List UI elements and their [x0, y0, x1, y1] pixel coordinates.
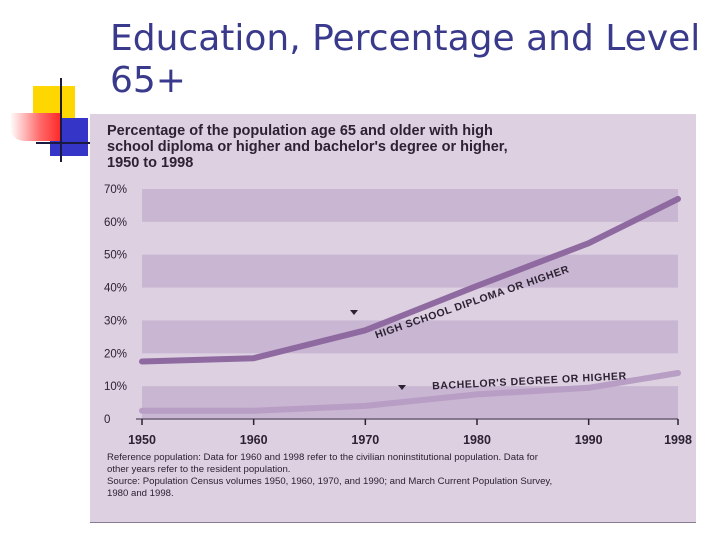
- chart-title-line-3: 1950 to 1998: [107, 155, 194, 171]
- footnote-line-3: Source: Population Census volumes 1950, …: [107, 476, 553, 487]
- chart-panel: Percentage of the population age 65 and …: [90, 114, 696, 523]
- chart-title-line-1: Percentage of the population age 65 and …: [107, 123, 493, 139]
- y-tick-label: 20%: [104, 348, 127, 360]
- decorative-red-swoosh: [10, 113, 60, 141]
- footnote-line-2: other years refer to the resident popula…: [107, 464, 291, 475]
- chart-footnote: Reference population: Data for 1960 and …: [107, 452, 677, 500]
- y-tick-label: 0: [104, 414, 110, 426]
- footnote-line-4: 1980 and 1998.: [107, 488, 174, 499]
- slide-title-line-1: Education, Percentage and Level: [110, 18, 701, 59]
- x-tick-label: 1980: [463, 433, 491, 447]
- x-tick-label: 1998: [664, 433, 692, 447]
- y-tick-label: 40%: [104, 283, 127, 295]
- y-tick-label: 60%: [104, 217, 127, 229]
- y-tick-label: 30%: [104, 315, 127, 327]
- y-tick-label: 70%: [104, 184, 127, 196]
- y-tick-label: 10%: [104, 381, 127, 393]
- x-tick-label: 1960: [240, 433, 268, 447]
- chart-title-line-2: school diploma or higher and bachelor's …: [107, 139, 508, 155]
- grid-band: [142, 189, 678, 222]
- decorative-horizontal-line: [36, 142, 94, 144]
- x-tick-label: 1990: [575, 433, 603, 447]
- x-tick-label: 1970: [351, 433, 379, 447]
- series-line-high-school: [139, 195, 681, 365]
- series-label-pointer: [398, 385, 406, 390]
- grid-band: [142, 254, 678, 288]
- series-label-pointer: [350, 310, 358, 315]
- x-tick-label: 1950: [128, 433, 156, 447]
- chart-title: Percentage of the population age 65 and …: [107, 123, 667, 171]
- grid-band: [142, 320, 678, 354]
- footnote-line-1: Reference population: Data for 1960 and …: [107, 452, 538, 463]
- slide-title: Education, Percentage and Level 65+: [110, 18, 710, 102]
- slide-title-line-2: 65+: [110, 60, 186, 101]
- series-line-bachelors: [139, 370, 681, 414]
- decorative-vertical-line: [60, 78, 62, 162]
- y-tick-label: 50%: [104, 250, 127, 262]
- line-chart: 0 10% 20% 30% 40% 50% 60% 70% 1950 1960 1970 1980 1…: [104, 184, 692, 447]
